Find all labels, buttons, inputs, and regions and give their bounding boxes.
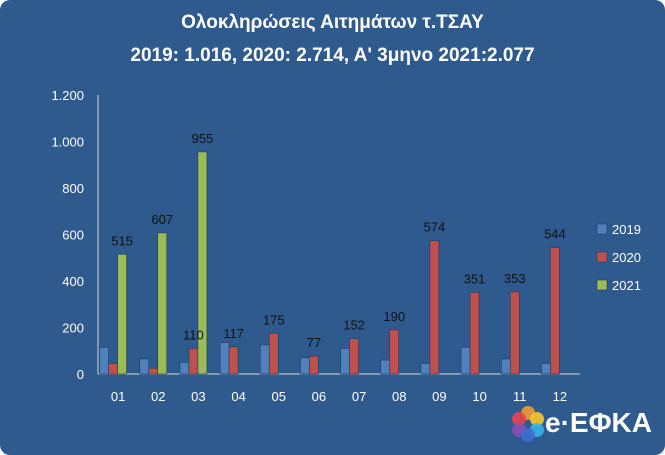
bar-2020-04 bbox=[228, 346, 239, 375]
bar-2020-12 bbox=[550, 247, 560, 375]
x-tick-label: 09 bbox=[432, 389, 446, 404]
logo-mark bbox=[512, 412, 526, 426]
x-tick-label: 01 bbox=[111, 389, 125, 404]
legend-label-2021: 2021 bbox=[612, 278, 641, 293]
bar-2019-06 bbox=[300, 357, 310, 375]
y-tick-label: 800 bbox=[62, 181, 84, 196]
bar-2019-04 bbox=[219, 342, 230, 375]
x-tick-label: 10 bbox=[472, 389, 486, 404]
bar-2020-09 bbox=[429, 240, 440, 375]
y-tick-label: 400 bbox=[62, 274, 84, 289]
y-tick-label: 200 bbox=[62, 321, 84, 336]
bar-2020-08 bbox=[389, 329, 400, 375]
data-label: 607 bbox=[151, 212, 173, 227]
data-label: 351 bbox=[464, 271, 486, 286]
data-label: 175 bbox=[263, 312, 285, 327]
bar-2020-07 bbox=[349, 338, 359, 375]
logo-text: e·ΕΦΚΑ bbox=[545, 407, 652, 438]
y-tick-label: 0 bbox=[77, 367, 84, 382]
bar-2019-01 bbox=[99, 346, 109, 375]
data-label: 77 bbox=[307, 335, 321, 350]
data-label: 574 bbox=[424, 220, 446, 235]
data-label: 110 bbox=[183, 327, 204, 342]
data-label: 117 bbox=[223, 326, 244, 341]
bar-2020-03 bbox=[188, 348, 199, 375]
legend-label-2020: 2020 bbox=[612, 250, 641, 265]
data-label: 152 bbox=[343, 318, 365, 333]
bar-2020-01 bbox=[108, 363, 118, 375]
x-tick-label: 12 bbox=[553, 389, 567, 404]
bar-2019-08 bbox=[380, 359, 391, 375]
legend-swatch-2020 bbox=[596, 251, 608, 263]
data-label: 190 bbox=[383, 309, 405, 324]
bar-2021-02 bbox=[157, 232, 168, 375]
x-tick-label: 08 bbox=[392, 389, 406, 404]
data-label: 544 bbox=[544, 227, 566, 242]
legend-swatch-2019 bbox=[596, 223, 608, 235]
x-tick-label: 02 bbox=[151, 389, 165, 404]
bar-2019-09 bbox=[420, 363, 431, 375]
chart-title: Ολοκληρώσεις Αιτημάτων τ.ΤΣΑΥ bbox=[181, 12, 484, 33]
x-tick-label: 04 bbox=[231, 389, 245, 404]
bar-2020-05 bbox=[268, 333, 279, 375]
x-tick-label: 06 bbox=[312, 389, 326, 404]
bar-2019-07 bbox=[340, 348, 350, 375]
bar-2020-10 bbox=[469, 292, 480, 375]
x-tick-label: 07 bbox=[352, 389, 366, 404]
x-tick-label: 05 bbox=[272, 389, 286, 404]
x-tick-label: 11 bbox=[513, 389, 527, 404]
bar-2019-03 bbox=[179, 362, 190, 375]
bar-2019-11 bbox=[500, 358, 511, 375]
x-tick-label: 03 bbox=[191, 389, 205, 404]
bar-2019-02 bbox=[139, 358, 150, 375]
legend-swatch-2021 bbox=[596, 279, 608, 291]
data-label: 353 bbox=[504, 271, 526, 286]
bar-2019-10 bbox=[460, 346, 471, 375]
y-tick-label: 1.200 bbox=[51, 88, 84, 103]
data-label: 515 bbox=[111, 233, 133, 248]
data-label: 955 bbox=[192, 131, 214, 146]
bar-2020-06 bbox=[309, 355, 319, 375]
bar-2020-11 bbox=[509, 291, 520, 375]
bar-2021-03 bbox=[197, 151, 208, 375]
bar-2020-02 bbox=[148, 367, 159, 375]
bar-2021-01 bbox=[117, 253, 127, 375]
chart-subtitle: 2019: 1.016, 2020: 2.714, Α' 3μηνο 2021:… bbox=[130, 45, 535, 66]
logo-mark bbox=[530, 412, 544, 426]
y-tick-label: 1.000 bbox=[51, 135, 84, 150]
bar-2019-05 bbox=[259, 344, 270, 375]
bar-2019-12 bbox=[541, 363, 551, 375]
y-tick-label: 600 bbox=[62, 228, 84, 243]
efka-logo: e·ΕΦΚΑ bbox=[512, 406, 652, 442]
legend-label-2019: 2019 bbox=[612, 222, 641, 237]
logo-mark bbox=[521, 428, 535, 442]
